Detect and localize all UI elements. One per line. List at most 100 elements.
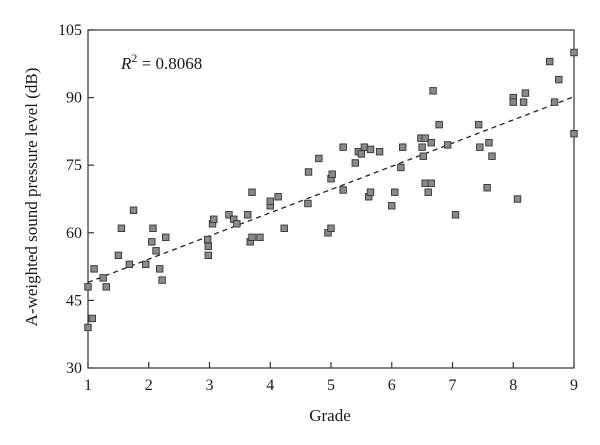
y-axis-title: A-weighted sound pressure level (dB) <box>22 68 41 327</box>
data-point <box>248 233 256 242</box>
plot-border <box>87 29 575 369</box>
data-point <box>521 89 530 97</box>
y-tick-label: 75 <box>66 157 82 174</box>
r2-superscript: 2 <box>131 51 137 65</box>
data-point <box>155 265 164 273</box>
data-point <box>149 224 157 232</box>
data-point <box>315 154 323 163</box>
data-point <box>443 141 452 149</box>
data-point <box>125 260 134 269</box>
r2-prefix: R <box>120 54 132 73</box>
data-point <box>102 283 110 291</box>
data-point <box>550 98 559 106</box>
x-tick-label: 7 <box>449 377 457 394</box>
data-point <box>90 265 98 273</box>
x-axis-title: Grade <box>309 406 351 425</box>
x-tick-label: 2 <box>145 377 153 394</box>
x-tick-label: 9 <box>570 377 578 394</box>
data-point <box>84 283 92 291</box>
x-tick-label: 3 <box>206 377 214 394</box>
data-point <box>266 197 274 205</box>
data-point <box>162 233 170 242</box>
data-point <box>142 260 150 269</box>
data-point <box>375 147 384 156</box>
data-point <box>158 276 166 284</box>
data-point <box>488 152 496 160</box>
data-point <box>304 199 312 208</box>
x-tick-label: 8 <box>509 377 517 394</box>
data-point <box>360 143 369 151</box>
r-squared-annotation: R2 = 0.8068 <box>120 51 202 73</box>
data-point <box>152 247 160 255</box>
data-point <box>280 224 288 232</box>
data-point <box>421 134 429 142</box>
y-tick-label: 45 <box>66 292 82 309</box>
plot-frame <box>87 29 575 369</box>
data-point <box>546 57 554 66</box>
data-point <box>509 98 517 106</box>
data-point <box>366 145 375 154</box>
x-tick-label: 1 <box>84 377 92 394</box>
x-tick-label: 5 <box>327 377 335 394</box>
data-point <box>117 224 126 232</box>
data-point <box>88 314 96 323</box>
data-point <box>304 168 313 176</box>
data-point <box>427 179 435 187</box>
data-point <box>570 129 578 138</box>
y-tick-label: 90 <box>66 90 82 107</box>
data-point <box>483 184 491 192</box>
data-point <box>274 193 282 201</box>
data-point <box>485 138 493 147</box>
data-point <box>570 48 578 57</box>
data-point <box>129 206 138 214</box>
data-point <box>421 179 429 187</box>
x-axis: 1 2 3 4 5 6 7 8 9 <box>84 362 578 394</box>
data-point <box>204 251 212 260</box>
data-point <box>339 143 347 151</box>
data-point <box>203 235 212 244</box>
trendline-group <box>87 96 575 283</box>
data-point <box>233 220 241 228</box>
trendline <box>87 96 575 283</box>
data-point <box>513 195 522 203</box>
data-point <box>519 98 528 106</box>
data-point <box>351 159 359 167</box>
data-points <box>84 48 578 332</box>
data-point <box>397 163 405 172</box>
data-point <box>210 215 218 223</box>
data-point <box>424 188 432 196</box>
data-point <box>339 186 347 194</box>
data-point <box>418 143 426 151</box>
data-point <box>451 211 460 219</box>
y-tick-label: 30 <box>66 360 82 377</box>
data-point <box>84 323 92 332</box>
data-point <box>391 188 399 196</box>
data-point <box>388 202 396 210</box>
y-tick-label: 105 <box>58 22 82 39</box>
data-point <box>148 238 156 246</box>
data-point <box>248 188 256 196</box>
data-point <box>398 143 407 151</box>
data-point <box>328 170 336 178</box>
data-point <box>366 188 375 196</box>
data-point <box>256 233 264 242</box>
data-point <box>474 120 483 129</box>
data-point <box>327 224 335 232</box>
data-point <box>419 152 428 160</box>
data-point <box>476 143 484 151</box>
y-tick-label: 60 <box>66 225 82 242</box>
data-point <box>555 75 563 84</box>
data-point <box>435 120 443 129</box>
data-point <box>357 150 366 158</box>
y-axis: 30 45 60 75 90 105 <box>58 22 94 377</box>
data-point <box>427 138 435 147</box>
data-point <box>204 242 212 251</box>
data-point <box>225 211 233 219</box>
data-point <box>99 274 107 282</box>
r2-value: = 0.8068 <box>137 54 202 73</box>
data-point <box>429 87 437 95</box>
data-point <box>244 211 252 219</box>
x-tick-label: 6 <box>388 377 396 394</box>
